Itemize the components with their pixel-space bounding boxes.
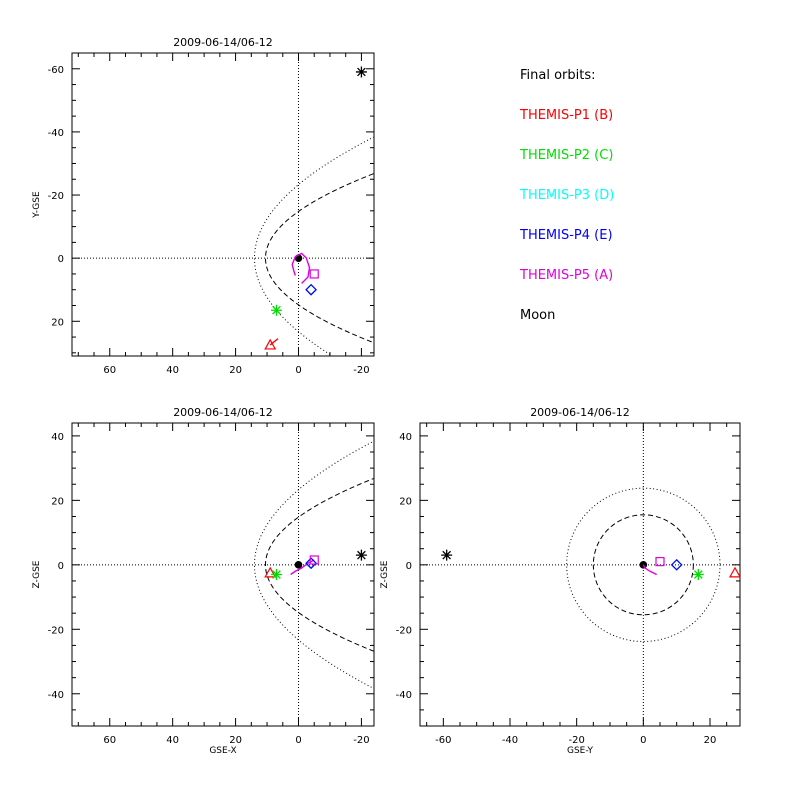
y-tick-label: -40 — [396, 690, 412, 701]
y-tick-label: -60 — [48, 65, 64, 76]
y-tick-label: 40 — [399, 432, 412, 443]
y-tick-label: 0 — [406, 561, 412, 572]
y-axis-label: Z-GSE — [380, 560, 390, 588]
y-tick-label: 20 — [399, 496, 412, 507]
legend-entry-p4: THEMIS-P4 (E) — [520, 228, 613, 243]
themis-p1-b-marker — [264, 566, 277, 578]
y-tick-label: -20 — [48, 191, 64, 202]
themis-p5-a-marker — [309, 555, 319, 565]
x-tick-label: 40 — [166, 735, 179, 746]
x-tick-label: -20 — [353, 365, 369, 376]
y-tick-label: -40 — [48, 690, 64, 701]
themis-p4-e-marker — [305, 283, 317, 296]
themis-p1-b-marker — [264, 338, 277, 350]
panel-title: 2009-06-14/06-12 — [530, 406, 630, 419]
legend-entry-p2: THEMIS-P2 (C) — [520, 148, 614, 163]
panel-xy: 60 40 20 0 -20 -60 -40 -20 0 20 2009-06-14/06-12 Y-… — [32, 36, 375, 376]
y-tick-label: -20 — [48, 625, 64, 636]
themis-p3-d-marker — [305, 283, 317, 296]
plot-area — [72, 53, 374, 356]
x-tick-label: 0 — [295, 735, 301, 746]
plot-frame — [419, 422, 741, 727]
x-tick-label: 0 — [295, 365, 301, 376]
moon-marker — [355, 66, 367, 78]
x-tick-label: 40 — [166, 365, 179, 376]
themis-p4-e-marker — [670, 558, 683, 571]
plot-frame — [71, 52, 375, 357]
x-tick-label: 60 — [103, 735, 116, 746]
themis-p2-c-marker — [692, 569, 704, 580]
x-tick-label: -40 — [502, 735, 518, 746]
plot-area — [72, 423, 374, 726]
x-tick-label: 20 — [229, 365, 242, 376]
plot-frame — [71, 422, 375, 727]
y-tick-label: -20 — [396, 625, 412, 636]
themis-p2-c-marker — [270, 304, 282, 316]
y-tick-label: 20 — [51, 496, 64, 507]
y-tick-label: 0 — [58, 561, 64, 572]
y-tick-label: 40 — [51, 432, 64, 443]
moon-marker — [355, 549, 367, 561]
magnetopause-curve — [592, 514, 694, 616]
panel-xz: 60 40 20 0 -20 40 20 0 -20 -40 2009-06-14/06-12 GSE… — [32, 406, 375, 756]
panel-title: 2009-06-14/06-12 — [173, 406, 273, 419]
magnetopause-curve — [264, 477, 374, 652]
y-tick-label: -40 — [48, 128, 64, 139]
y-axis-label: Y-GSE — [32, 191, 42, 219]
x-tick-label: -20 — [353, 735, 369, 746]
x-tick-label: -60 — [435, 735, 451, 746]
bow-shock-curve — [566, 487, 721, 642]
legend-entry-p5: THEMIS-P5 (A) — [520, 268, 614, 283]
panel-yz: -60 -40 -20 0 20 40 20 0 -20 -40 2009-06-14/06-12 G… — [380, 406, 741, 756]
y-axis-label: Z-GSE — [32, 560, 42, 588]
themis-p3-d-marker — [670, 558, 683, 571]
legend-entry-p3: THEMIS-P3 (D) — [520, 188, 615, 203]
x-axis-label: GSE-Y — [567, 746, 594, 756]
x-tick-label: 20 — [229, 735, 242, 746]
earth-dot — [294, 561, 303, 569]
moon-marker — [441, 549, 453, 561]
legend-entry-moon: Moon — [520, 308, 556, 323]
plot-area — [420, 423, 740, 726]
orbit-trail — [291, 252, 311, 284]
y-tick-label: 0 — [58, 254, 64, 265]
themis-p4-e-marker — [305, 557, 317, 570]
themis-p5-a-marker — [309, 269, 319, 279]
orbit-trail — [642, 564, 657, 576]
x-axis-label: GSE-X — [209, 746, 236, 756]
x-tick-label: 60 — [103, 365, 116, 376]
themis-p5-a-marker — [655, 557, 665, 567]
x-tick-label: -20 — [568, 735, 584, 746]
legend-title: Final orbits: — [520, 68, 596, 83]
y-tick-label: 20 — [51, 317, 64, 328]
themis-p2-c-marker — [270, 569, 282, 580]
orbit-trail — [269, 338, 279, 346]
x-tick-label: 20 — [704, 735, 717, 746]
panel-title: 2009-06-14/06-12 — [173, 36, 273, 49]
x-tick-label: 0 — [640, 735, 646, 746]
themis-p1-b-marker — [728, 566, 740, 578]
legend-entry-p1: THEMIS-P1 (B) — [520, 108, 614, 123]
